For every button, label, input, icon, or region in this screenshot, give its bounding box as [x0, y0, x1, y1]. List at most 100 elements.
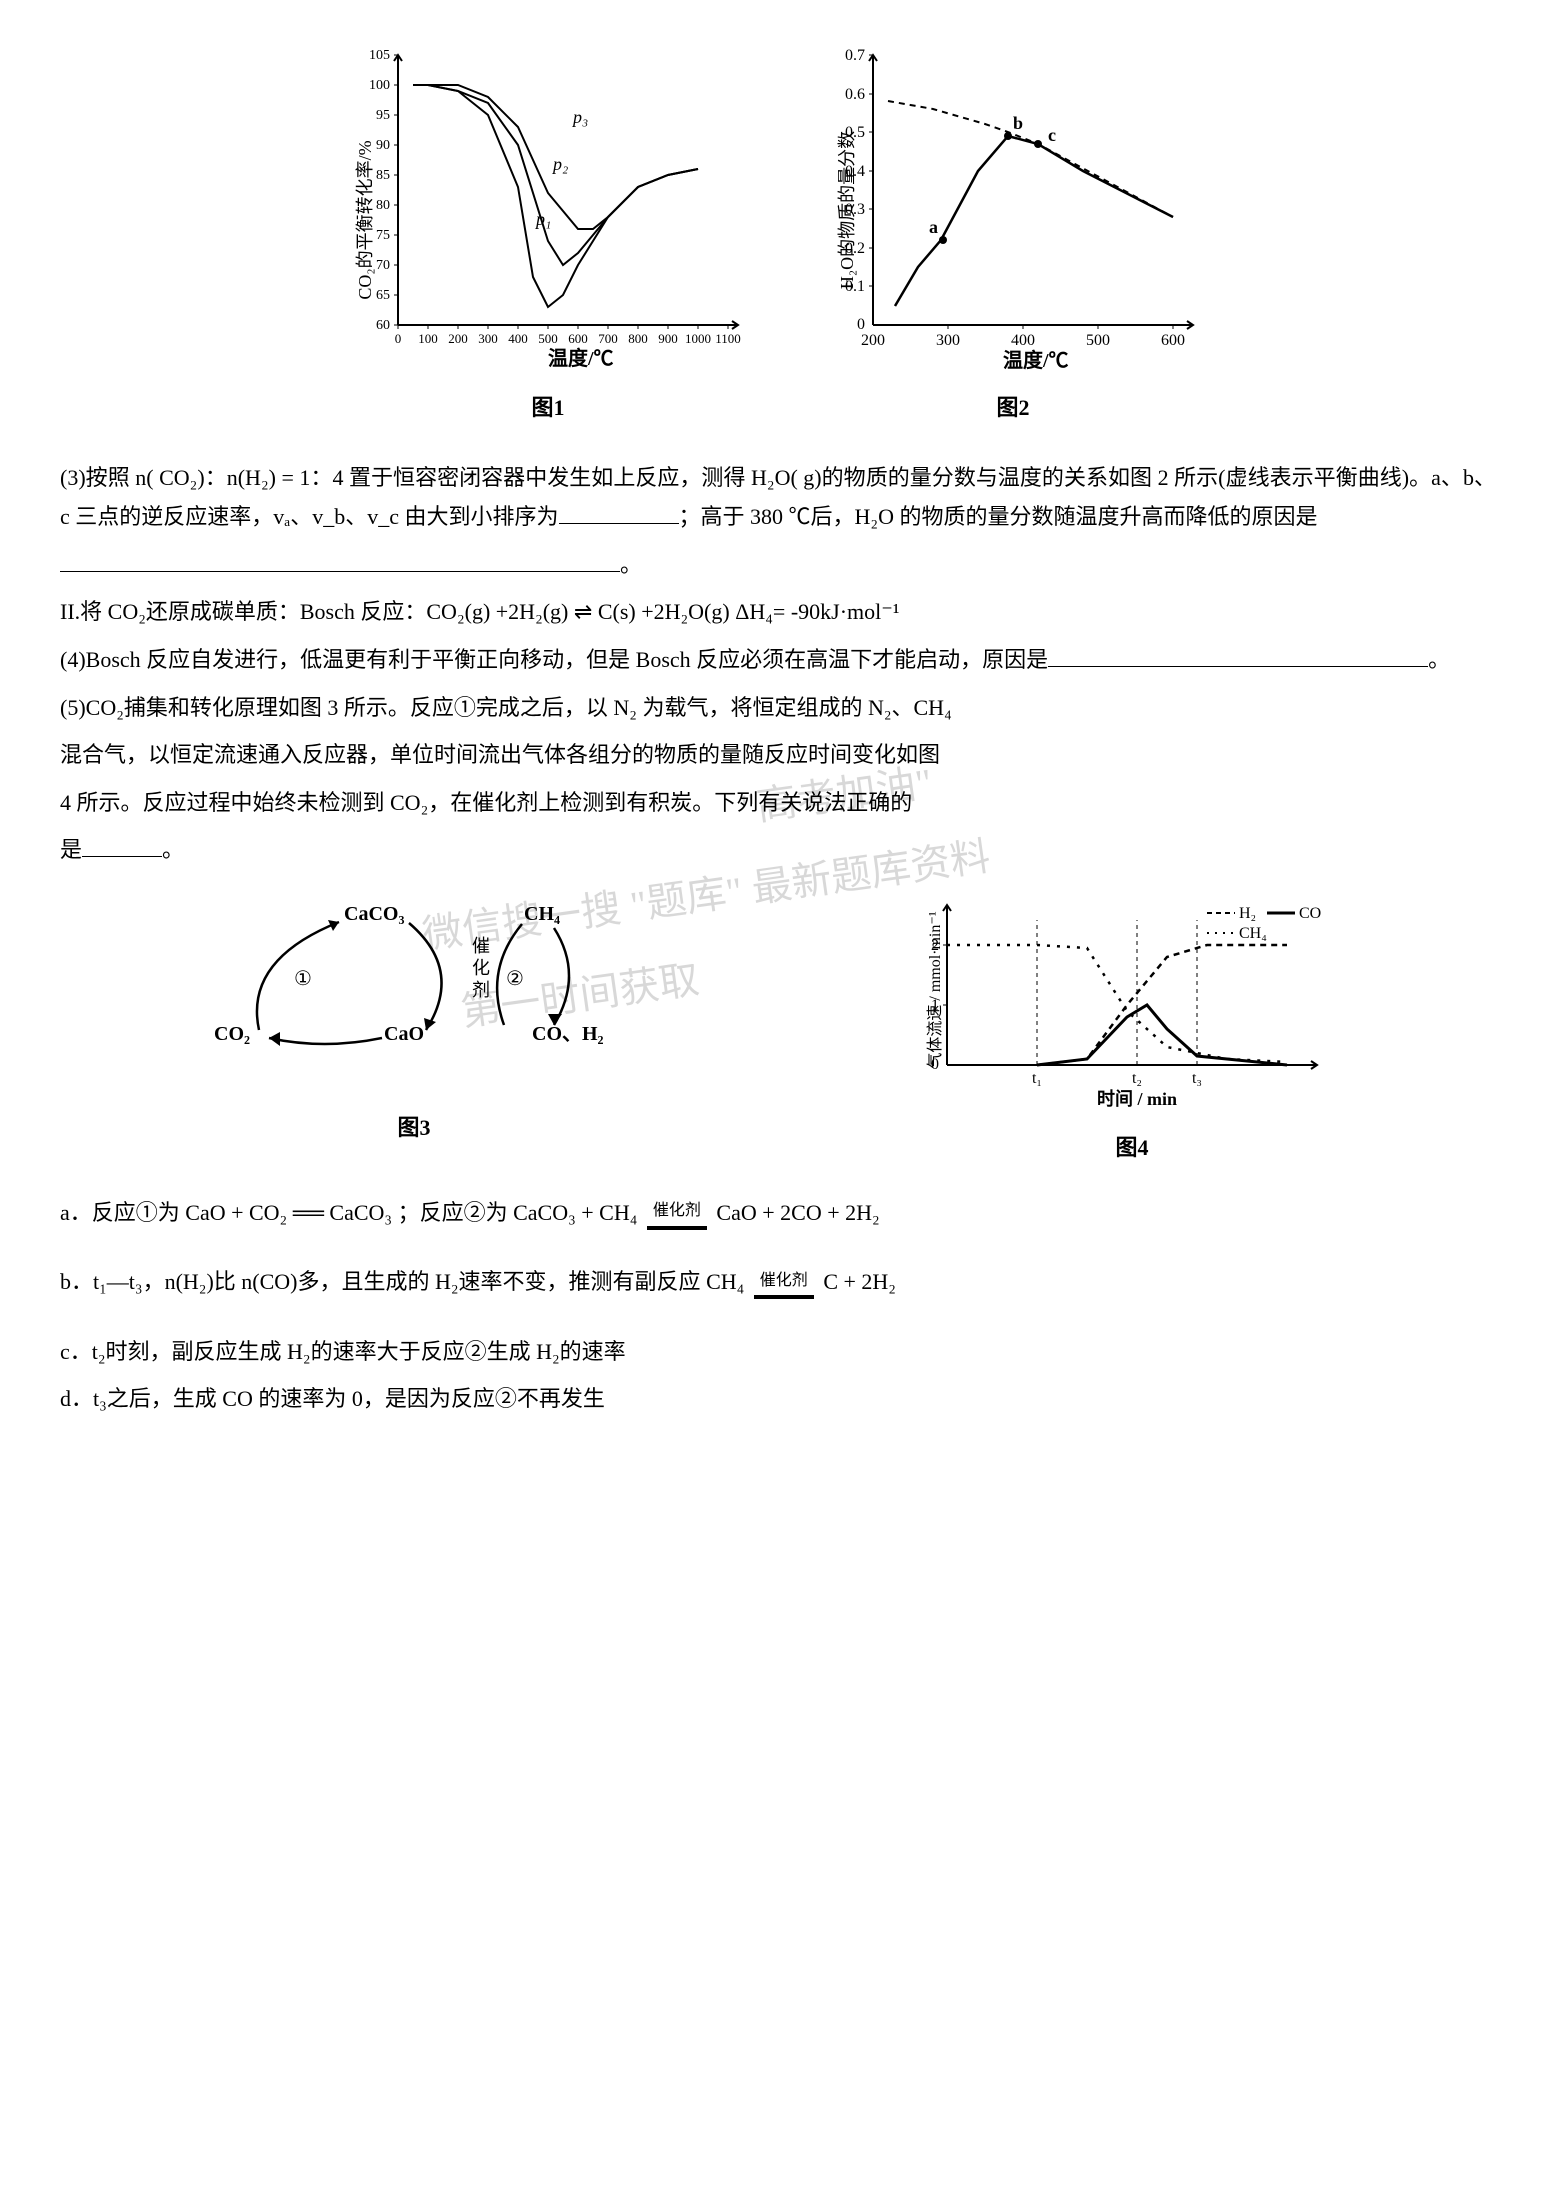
svg-text:60: 60	[376, 318, 390, 333]
opt-b-rr: C + 2H₂	[823, 1269, 896, 1294]
figure-3: CaCO₃ CO₂ CaO CH₄ CO、H₂ ① ② 催 化 剂 图3	[184, 890, 644, 1148]
svg-text:CH₄: CH₄	[524, 903, 560, 925]
q3-blank2	[60, 547, 620, 572]
figure-4: 0 1 2 t₁ t₂ t₃	[892, 890, 1372, 1168]
svg-text:1000: 1000	[685, 331, 711, 346]
svg-text:p₁: p₁	[534, 209, 551, 229]
svg-text:①: ①	[294, 968, 312, 990]
opt-a-mid: ；反应②为	[398, 1200, 508, 1225]
svg-text:80: 80	[376, 198, 390, 213]
svg-text:900: 900	[658, 331, 678, 346]
opt-a-pre: a．反应①为	[60, 1200, 180, 1225]
fig4-caption: 图4	[892, 1128, 1372, 1168]
fig1-caption: 图1	[333, 388, 763, 428]
section-ii: II.将 CO₂还原成碳单质：Bosch 反应：CO₂(g) +2H₂(g) ⇌…	[60, 592, 1496, 632]
svg-text:H₂: H₂	[1239, 905, 1256, 922]
option-c: c．t₂时刻，副反应生成 H₂的速率大于反应②生成 H₂的速率	[60, 1332, 1496, 1372]
svg-text:p₃: p₃	[571, 107, 588, 127]
fig1-svg: 60 65 70 75 80 85 90 95 100 105 0 100 20…	[333, 40, 763, 380]
svg-text:时间 / min: 时间 / min	[1097, 1089, 1177, 1109]
opt-b-pre: b．t₁—t₃，n(H₂)比 n(CO)多，且生成的 H₂速率不变，推测有副反应	[60, 1269, 701, 1294]
svg-text:0.6: 0.6	[845, 86, 865, 103]
svg-text:t₁: t₁	[1032, 1070, 1042, 1087]
svg-text:300: 300	[478, 331, 498, 346]
svg-text:气体流速 / mmol·min⁻¹: 气体流速 / mmol·min⁻¹	[926, 911, 944, 1068]
svg-text:t₃: t₃	[1192, 1070, 1202, 1087]
opt-a-r1: CaO + CO₂ ══ CaCO₃	[185, 1200, 392, 1225]
opt-b-rl: CH₄	[706, 1269, 744, 1294]
opt-a-cat: 催化剂	[647, 1197, 707, 1228]
svg-text:600: 600	[568, 331, 588, 346]
svg-text:300: 300	[936, 332, 960, 349]
svg-text:85: 85	[376, 168, 390, 183]
q5-d: 是	[60, 837, 82, 862]
svg-text:500: 500	[1086, 332, 1110, 349]
svg-text:400: 400	[508, 331, 528, 346]
svg-text:65: 65	[376, 288, 390, 303]
top-charts-row: 60 65 70 75 80 85 90 95 100 105 0 100 20…	[60, 40, 1496, 428]
svg-text:c: c	[1048, 125, 1056, 145]
svg-text:b: b	[1013, 113, 1023, 133]
svg-text:化: 化	[472, 958, 490, 978]
svg-text:105: 105	[369, 48, 390, 63]
svg-text:800: 800	[628, 331, 648, 346]
q5-line3: 4 所示。反应过程中始终未检测到 CO₂，在催化剂上检测到有积炭。下列有关说法正…	[60, 783, 1496, 823]
q5-line1: (5)CO₂捕集和转化原理如图 3 所示。反应①完成之后，以 N₂ 为载气，将恒…	[60, 688, 1496, 728]
svg-text:100: 100	[369, 78, 390, 93]
svg-text:500: 500	[538, 331, 558, 346]
fig3-caption: 图3	[184, 1108, 644, 1148]
opt-a-r2r: CaO + 2CO + 2H₂	[716, 1200, 879, 1225]
svg-text:a: a	[929, 217, 938, 237]
svg-text:t₂: t₂	[1132, 1070, 1142, 1087]
svg-text:200: 200	[861, 332, 885, 349]
option-b: b．t₁—t₃，n(H₂)比 n(CO)多，且生成的 H₂速率不变，推测有副反应…	[60, 1262, 1496, 1302]
q4-intro: (4)Bosch 反应自发进行，低温更有利于平衡正向移动，但是 Bosch 反应…	[60, 647, 1048, 672]
svg-text:75: 75	[376, 228, 390, 243]
fig2-svg: 0 0.1 0.2 0.3 0.4 0.5 0.6 0.7 200 300 40…	[803, 40, 1223, 380]
q3-text: (3)按照 n( CO₂)：n(H₂) = 1：4 置于恒容密闭容器中发生如上反…	[60, 458, 1496, 537]
q4-blank	[1048, 642, 1428, 667]
figs-3-4-row: CaCO₃ CO₂ CaO CH₄ CO、H₂ ① ② 催 化 剂 图3	[60, 890, 1496, 1168]
svg-text:温度/℃: 温度/℃	[548, 346, 614, 370]
svg-text:CH₄: CH₄	[1239, 925, 1267, 942]
svg-text:400: 400	[1011, 332, 1035, 349]
figure-2: 0 0.1 0.2 0.3 0.4 0.5 0.6 0.7 200 300 40…	[803, 40, 1223, 428]
svg-text:温度/℃: 温度/℃	[1003, 348, 1069, 372]
fig2-caption: 图2	[803, 388, 1223, 428]
opt-b-cat: 催化剂	[754, 1267, 814, 1298]
option-d: d．t₃之后，生成 CO 的速率为 0，是因为反应②不再发生	[60, 1379, 1496, 1419]
q3-blank-line: 。	[60, 545, 1496, 585]
svg-text:0: 0	[857, 316, 865, 333]
q3-blank1	[559, 499, 679, 524]
svg-text:90: 90	[376, 138, 390, 153]
q3-mid: ；高于 380 ℃后，H₂O 的物质的量分数随温度升高而降低的原因是	[679, 504, 1318, 529]
q4-text: (4)Bosch 反应自发进行，低温更有利于平衡正向移动，但是 Bosch 反应…	[60, 640, 1496, 680]
fig3-svg: CaCO₃ CO₂ CaO CH₄ CO、H₂ ① ② 催 化 剂	[184, 890, 644, 1100]
opt-a-r2l: CaCO₃ + CH₄	[513, 1200, 637, 1225]
svg-text:②: ②	[506, 968, 524, 990]
svg-text:CaO: CaO	[384, 1023, 424, 1045]
q5-blank	[82, 832, 162, 857]
svg-text:CO: CO	[1299, 905, 1321, 922]
svg-text:催: 催	[472, 936, 490, 956]
fig4-svg: 0 1 2 t₁ t₂ t₃	[892, 890, 1372, 1120]
svg-text:CO、H₂: CO、H₂	[532, 1023, 604, 1045]
svg-text:0.7: 0.7	[845, 47, 865, 64]
svg-text:1100: 1100	[715, 331, 741, 346]
svg-text:CO₂: CO₂	[214, 1023, 250, 1045]
svg-text:600: 600	[1161, 332, 1185, 349]
svg-text:CaCO₃: CaCO₃	[344, 903, 404, 925]
figure-1: 60 65 70 75 80 85 90 95 100 105 0 100 20…	[333, 40, 763, 428]
svg-text:p₂: p₂	[551, 154, 568, 174]
svg-text:100: 100	[418, 331, 438, 346]
svg-text:0: 0	[395, 331, 402, 346]
svg-text:CO₂的平衡转化率/%: CO₂的平衡转化率/%	[355, 140, 375, 299]
svg-text:200: 200	[448, 331, 468, 346]
q5-line4: 是。	[60, 830, 1496, 870]
svg-text:剂: 剂	[472, 980, 490, 1000]
svg-text:70: 70	[376, 258, 390, 273]
q5-line2: 混合气，以恒定流速通入反应器，单位时间流出气体各组分的物质的量随反应时间变化如图	[60, 735, 1496, 775]
svg-text:95: 95	[376, 108, 390, 123]
option-a: a．反应①为 CaO + CO₂ ══ CaCO₃ ；反应②为 CaCO₃ + …	[60, 1193, 1496, 1233]
svg-text:H₂O的物质的量分数: H₂O的物质的量分数	[837, 131, 857, 289]
